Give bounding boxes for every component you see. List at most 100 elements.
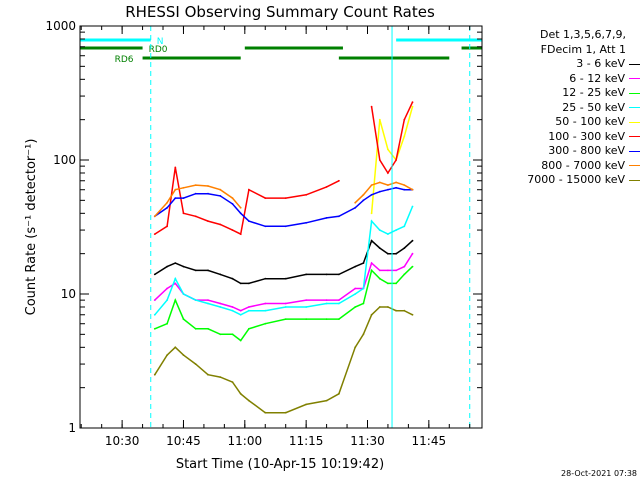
data-point [305, 273, 308, 276]
data-point [403, 309, 406, 312]
data-point [248, 188, 250, 191]
data-point [194, 363, 197, 365]
data-point [182, 354, 185, 356]
legend-entry: 3 - 6 keV [492, 57, 640, 72]
data-point [248, 306, 250, 308]
legend-swatch [629, 78, 640, 80]
data-point [194, 299, 197, 301]
legend-swatch [629, 150, 640, 152]
series-line-6 [154, 187, 413, 228]
y-tick-label: 1 [68, 421, 76, 435]
data-point [284, 197, 287, 200]
data-point [411, 313, 414, 316]
data-point [284, 302, 287, 305]
data-point [153, 327, 156, 330]
data-point [207, 192, 209, 195]
data-point [284, 318, 287, 320]
legend-swatch [629, 63, 640, 65]
data-point [325, 273, 328, 276]
data-point [354, 265, 357, 268]
data-point [182, 318, 185, 320]
data-point [231, 277, 234, 280]
legend-label: 50 - 100 keV [555, 115, 625, 128]
data-point [248, 399, 250, 402]
data-point [362, 262, 365, 264]
data-point [248, 282, 250, 285]
legend-label: 6 - 12 keV [569, 71, 625, 85]
data-point [395, 181, 397, 184]
data-point [207, 220, 209, 223]
data-point [239, 212, 242, 215]
series-line-3 [154, 206, 414, 316]
data-point [284, 411, 287, 414]
legend: Det 1,3,5,6,7,9, FDecim 1, Att 1 3 - 6 k… [492, 28, 640, 188]
data-point [166, 206, 169, 209]
data-point [325, 299, 328, 301]
data-point [403, 273, 406, 276]
data-point [338, 392, 340, 395]
x-tick-label: 11:30 [350, 434, 385, 448]
data-point [354, 346, 357, 349]
data-point [403, 184, 406, 187]
data-point [325, 186, 328, 188]
data-point [207, 185, 209, 187]
data-point [395, 269, 397, 272]
data-point [231, 229, 234, 232]
data-point [354, 293, 357, 295]
data-point [370, 262, 373, 264]
legend-label: 300 - 800 keV [548, 144, 625, 157]
data-point [207, 269, 209, 272]
data-point [166, 299, 169, 301]
data-point [354, 201, 357, 204]
data-point [248, 220, 250, 223]
data-point [166, 225, 169, 228]
data-point [378, 229, 381, 232]
data-point [325, 302, 328, 305]
data-point [182, 212, 185, 215]
x-tick-label: 11:15 [289, 434, 324, 448]
data-point [166, 201, 169, 204]
data-point [264, 302, 267, 305]
data-point [387, 233, 389, 236]
data-point [153, 233, 156, 236]
series-layer [153, 101, 414, 414]
legend-swatch [629, 92, 640, 94]
data-point [219, 306, 222, 308]
data-point [354, 287, 357, 290]
status-bar-label: N [157, 37, 164, 47]
data-point [362, 302, 365, 305]
data-point [166, 354, 169, 356]
data-point [395, 309, 397, 312]
data-point [207, 327, 209, 330]
legend-entry: 7000 - 15000 keV [492, 173, 640, 188]
data-point [231, 309, 234, 312]
data-point [174, 299, 177, 301]
series-line-8 [154, 306, 413, 414]
legend-entry: 800 - 7000 keV [492, 159, 640, 174]
data-point [370, 193, 373, 196]
data-point [166, 322, 169, 325]
data-point [231, 197, 234, 200]
data-point [194, 327, 197, 330]
data-point [387, 282, 389, 285]
data-point [370, 212, 373, 215]
data-point [231, 306, 234, 308]
data-point [248, 309, 250, 312]
data-point [153, 313, 156, 316]
data-point [174, 166, 177, 169]
data-point [370, 239, 373, 242]
status-bar-label: RD6 [115, 55, 134, 65]
data-point [370, 313, 373, 316]
data-point [387, 184, 389, 187]
data-point [166, 265, 169, 268]
data-point [219, 333, 222, 336]
y-tick-label: 1000 [45, 19, 76, 33]
data-point [239, 233, 242, 236]
data-point [338, 318, 340, 320]
data-point [305, 306, 308, 308]
data-point [387, 148, 389, 151]
legend-entry: 6 - 12 keV [492, 72, 640, 87]
x-tick-label: 10:45 [166, 434, 201, 448]
data-point [411, 105, 414, 108]
